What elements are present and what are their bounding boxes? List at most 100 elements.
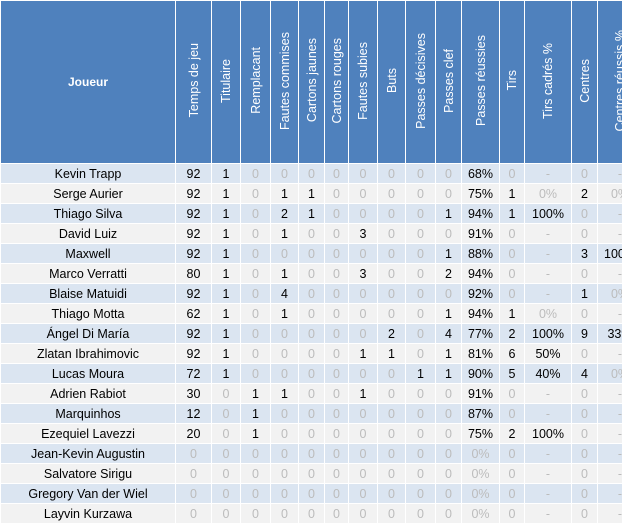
player-name-cell: Ezequiel Lavezzi bbox=[0, 423, 176, 444]
stat-cell: 1 bbox=[377, 343, 406, 364]
player-name-cell: Zlatan Ibrahimovic bbox=[0, 343, 176, 364]
stat-cell: 0 bbox=[298, 443, 325, 464]
stat-cell: 4 bbox=[435, 323, 462, 344]
table-row: Marco Verratti 80 1 0 1 0 0 3 0 0 2 94% 0-0- bbox=[0, 263, 622, 284]
stat-cell: 0 bbox=[270, 323, 299, 344]
stat-cell: 68% bbox=[461, 163, 500, 184]
stat-cell: 0 bbox=[571, 463, 598, 484]
header-tirs-cadres: Tirs cadrés % bbox=[524, 0, 572, 164]
stat-cell: 0 bbox=[377, 283, 406, 304]
table-row: Zlatan Ibrahimovic 92 1 0 0 0 0 1 1 0 1 81% 6 50% 0- bbox=[0, 343, 622, 364]
stat-cell: 0 bbox=[240, 243, 271, 264]
stat-cell: 50% bbox=[524, 343, 572, 364]
stat-cell: 72 bbox=[175, 363, 212, 384]
stat-cell: 0 bbox=[270, 423, 299, 444]
stat-cell: 0% bbox=[461, 443, 500, 464]
stat-cell: 1 bbox=[435, 303, 462, 324]
stat-cell: 0% bbox=[597, 283, 622, 304]
stat-cell: 1 bbox=[240, 423, 271, 444]
stat-cell: 92 bbox=[175, 283, 212, 304]
stat-cell: 0 bbox=[348, 483, 378, 504]
stat-cell: 0 bbox=[324, 503, 349, 524]
stat-cell: 0 bbox=[298, 383, 325, 404]
stat-cell: 1 bbox=[435, 243, 462, 264]
header-cartons-jaunes: Cartons jaunes bbox=[298, 0, 325, 164]
stat-cell: 0 bbox=[298, 503, 325, 524]
stat-cell: 0 bbox=[175, 483, 212, 504]
stat-cell: 100% bbox=[524, 423, 572, 444]
stat-cell: 0 bbox=[377, 163, 406, 184]
stat-cell: 1 bbox=[298, 203, 325, 224]
stat-cell: 0 bbox=[324, 443, 349, 464]
stat-cell: 0% bbox=[524, 303, 572, 324]
stat-cell: 0 bbox=[240, 223, 271, 244]
stat-cell: 0 bbox=[324, 483, 349, 504]
stat-cell: 0 bbox=[405, 183, 436, 204]
stat-cell: 0 bbox=[240, 203, 271, 224]
stat-cell: 0 bbox=[298, 263, 325, 284]
header-temps-de-jeu: Temps de jeu bbox=[175, 0, 212, 164]
stat-cell: 1 bbox=[211, 203, 241, 224]
stat-cell: 0 bbox=[270, 343, 299, 364]
stat-cell: 0 bbox=[298, 323, 325, 344]
stat-cell: - bbox=[524, 383, 572, 404]
stat-cell: 0 bbox=[435, 183, 462, 204]
stat-cell: 12 bbox=[175, 403, 212, 424]
stat-cell: 0 bbox=[270, 403, 299, 424]
stat-cell: 0 bbox=[405, 423, 436, 444]
stat-cell: 0 bbox=[405, 243, 436, 264]
stat-cell: 1 bbox=[571, 283, 598, 304]
stat-cell: 0 bbox=[405, 283, 436, 304]
stat-cell: 0% bbox=[461, 483, 500, 504]
stat-cell: 1 bbox=[405, 363, 436, 384]
stat-cell: 1 bbox=[270, 183, 299, 204]
stat-cell: 0 bbox=[298, 283, 325, 304]
stat-cell: - bbox=[597, 383, 622, 404]
stat-cell: 0 bbox=[405, 443, 436, 464]
stat-cell: 1 bbox=[211, 243, 241, 264]
stat-cell: 0 bbox=[377, 223, 406, 244]
player-name-cell: Salvatore Sirigu bbox=[0, 463, 176, 484]
stat-cell: 92 bbox=[175, 223, 212, 244]
stat-cell: 0 bbox=[435, 463, 462, 484]
stat-cell: 33% bbox=[597, 323, 622, 344]
stat-cell: 0 bbox=[270, 163, 299, 184]
stat-cell: 0 bbox=[324, 183, 349, 204]
stat-cell: 0 bbox=[499, 503, 525, 524]
stat-cell: 0 bbox=[435, 503, 462, 524]
stat-cell: 94% bbox=[461, 203, 500, 224]
stat-cell: 0 bbox=[211, 443, 241, 464]
stat-cell: 91% bbox=[461, 223, 500, 244]
stat-cell: 1 bbox=[211, 343, 241, 364]
stat-cell: 0 bbox=[211, 403, 241, 424]
stat-cell: 88% bbox=[461, 243, 500, 264]
stat-cell: 0 bbox=[240, 263, 271, 284]
player-name-cell: Blaise Matuidi bbox=[0, 283, 176, 304]
header-centres: Centres bbox=[571, 0, 598, 164]
stat-cell: 0 bbox=[270, 363, 299, 384]
stat-cell: 0 bbox=[435, 383, 462, 404]
stat-cell: 0 bbox=[499, 443, 525, 464]
stat-cell: 1 bbox=[211, 303, 241, 324]
stat-cell: 100% bbox=[597, 243, 622, 264]
stat-cell: - bbox=[524, 263, 572, 284]
stat-cell: - bbox=[524, 243, 572, 264]
stat-cell: 0 bbox=[377, 423, 406, 444]
stat-cell: 0 bbox=[348, 243, 378, 264]
stat-cell: 1 bbox=[211, 223, 241, 244]
stat-cell: 0 bbox=[324, 163, 349, 184]
stat-cell: - bbox=[597, 343, 622, 364]
stat-cell: 3 bbox=[348, 263, 378, 284]
stat-cell: 0 bbox=[324, 303, 349, 324]
header-fautes-subies: Fautes subies bbox=[348, 0, 378, 164]
stat-cell: 77% bbox=[461, 323, 500, 344]
stat-cell: 1 bbox=[270, 223, 299, 244]
stat-cell: 62 bbox=[175, 303, 212, 324]
stat-cell: 1 bbox=[211, 323, 241, 344]
stat-cell: 0 bbox=[298, 163, 325, 184]
stat-cell: 0 bbox=[571, 443, 598, 464]
stat-cell: 0 bbox=[298, 343, 325, 364]
